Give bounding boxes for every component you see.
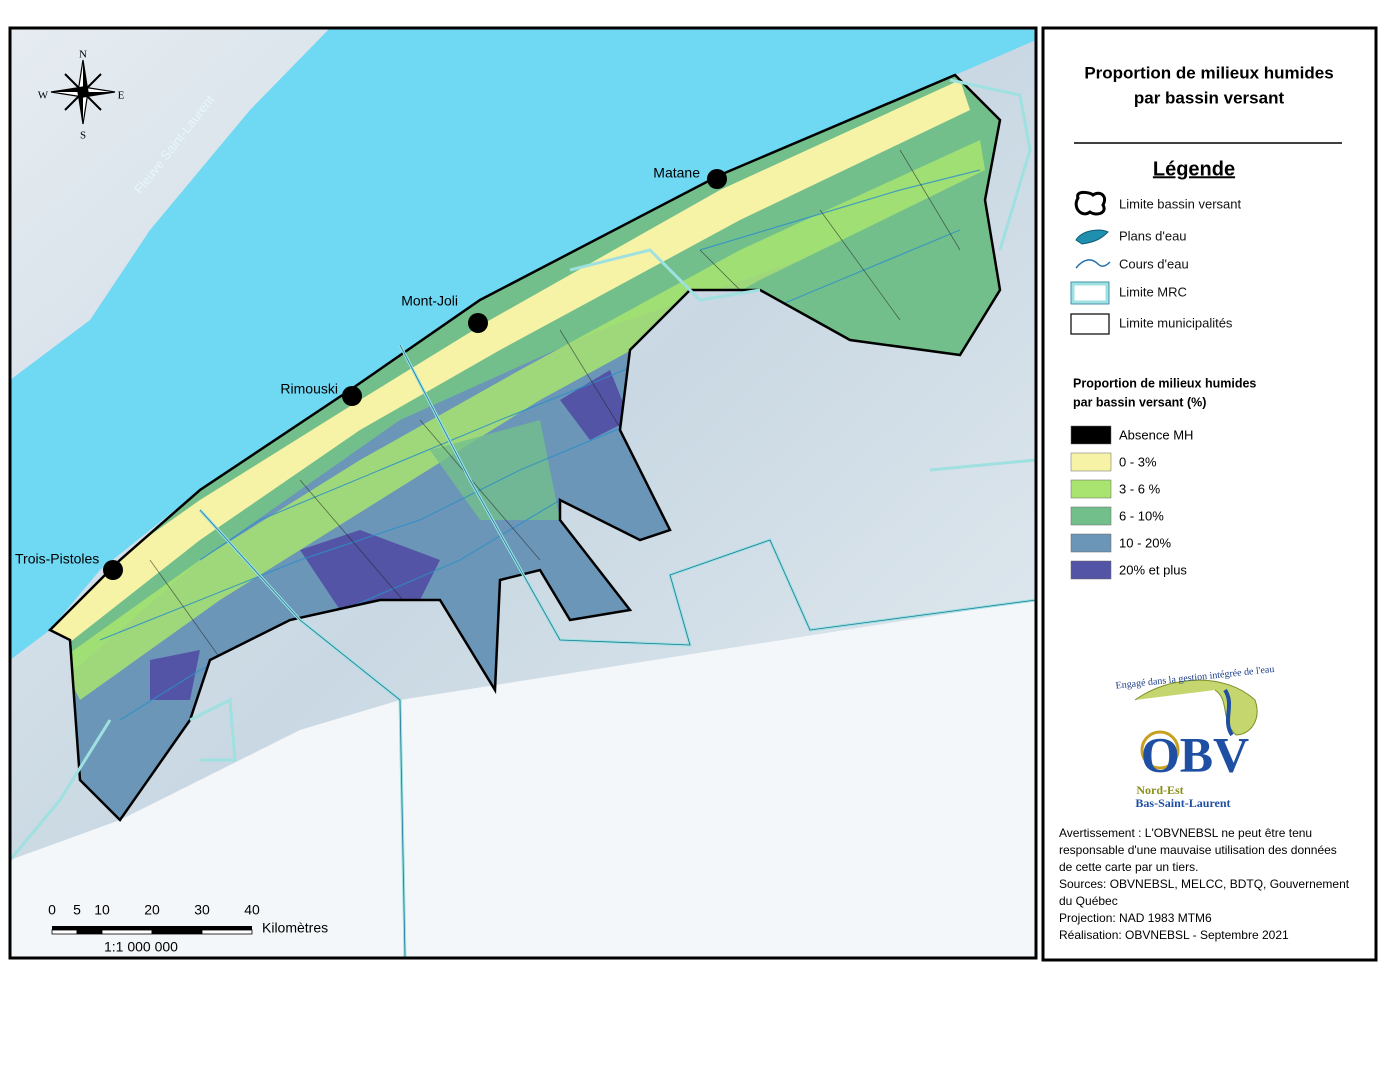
legend-heading: Légende <box>1153 158 1235 180</box>
legend-label: Limite municipalités <box>1119 315 1233 330</box>
note-line: responsable d'une mauvaise utilisation d… <box>1059 843 1337 857</box>
logo-name: OBV <box>1141 726 1249 782</box>
class-swatch <box>1070 479 1112 499</box>
class-label: 6 - 10% <box>1119 508 1164 523</box>
city-label: Matane <box>653 165 700 181</box>
city-marker <box>342 386 362 406</box>
scale-segment <box>77 926 102 930</box>
class-label: 20% et plus <box>1119 562 1187 577</box>
compass-label: E <box>118 90 125 102</box>
symbol-municipality <box>1070 313 1110 335</box>
city-label: Rimouski <box>280 381 338 397</box>
class-swatch <box>1070 533 1112 553</box>
scale-segment <box>201 929 253 935</box>
watershed-boundary <box>47 73 1002 822</box>
scale-segment <box>76 929 103 935</box>
legend-label: Limite MRC <box>1119 284 1187 299</box>
scale-label: 40 <box>244 902 260 918</box>
scale-segment <box>52 926 77 930</box>
scale-segment <box>51 929 78 935</box>
class-swatch <box>1070 452 1112 472</box>
logo-region: Nord-Est <box>1136 783 1183 797</box>
class-title: par bassin versant (%) <box>1073 395 1206 409</box>
note-line: du Québec <box>1059 894 1118 908</box>
compass: N E S W <box>38 49 125 142</box>
symbol-water <box>1075 229 1109 245</box>
scale-label: 5 <box>73 902 81 918</box>
legend-label: Limite bassin versant <box>1119 196 1241 211</box>
compass-label: W <box>38 90 49 102</box>
scale-label: 0 <box>48 902 56 918</box>
symbol-mrc-outline <box>1070 281 1110 305</box>
class-label: 0 - 3% <box>1119 454 1157 469</box>
city-label: Mont-Joli <box>401 293 458 309</box>
scale-label: 30 <box>194 902 210 918</box>
city-marker <box>103 560 123 580</box>
note-line: de cette carte par un tiers. <box>1059 860 1198 874</box>
class-legend: Absence MH 0 - 3% 3 - 6 % 6 - 10% 10 - 20% 20… <box>1070 425 1193 580</box>
symbol-stream <box>1075 259 1111 269</box>
scale-label: 20 <box>144 902 160 918</box>
class-label: Absence MH <box>1119 427 1193 442</box>
legend-label: Plans d'eau <box>1119 228 1187 243</box>
city-marker <box>468 313 488 333</box>
class-swatch <box>1070 506 1112 526</box>
compass-label: N <box>79 49 87 61</box>
map-frame <box>8 26 1038 960</box>
class-label: 10 - 20% <box>1119 535 1171 550</box>
mrc-limits-outline <box>199 344 1036 958</box>
class-swatch <box>1070 425 1112 445</box>
note-line: Avertissement : L'OBVNEBSL ne peut être … <box>1059 826 1312 840</box>
logo-region: Bas-Saint-Laurent <box>1135 796 1230 810</box>
notes: Avertissement : L'OBVNEBSL ne peut être … <box>1059 826 1350 942</box>
note-line: Réalisation: OBVNEBSL - Septembre 2021 <box>1059 928 1289 942</box>
legend-label: Cours d'eau <box>1119 256 1189 271</box>
compass-label: S <box>80 130 86 142</box>
class-title: Proportion de milieux humides <box>1073 376 1256 390</box>
scale-bar: Kilomètres 1:1 000 000 0 5 10 20 30 40 <box>48 902 328 955</box>
scale-segment <box>202 926 252 930</box>
note-line: Projection: NAD 1983 MTM6 <box>1059 911 1212 925</box>
scale-segment <box>102 926 152 930</box>
legend-title: Proportion de milieux humides <box>1084 63 1333 82</box>
scale-unit: Kilomètres <box>262 920 328 936</box>
city-label: Trois-Pistoles <box>15 551 99 567</box>
scale-segment <box>101 929 153 935</box>
symbol-mrc <box>1071 282 1109 304</box>
scale-ratio: 1:1 000 000 <box>104 939 178 955</box>
class-swatch <box>1070 560 1112 580</box>
city-marker <box>707 169 727 189</box>
legend-title: par bassin versant <box>1134 88 1285 107</box>
map: Matane Mont-Joli Rimouski Trois-Pistoles… <box>10 28 1036 958</box>
scale-label: 10 <box>94 902 110 918</box>
land-south <box>10 600 1036 958</box>
symbol-watershed <box>1074 190 1107 216</box>
scale-segment <box>151 929 203 935</box>
note-line: Sources: OBVNEBSL, MELCC, BDTQ, Gouverne… <box>1059 877 1350 891</box>
scale-segment <box>152 926 202 930</box>
class-label: 3 - 6 % <box>1119 481 1161 496</box>
sea <box>10 28 1036 660</box>
